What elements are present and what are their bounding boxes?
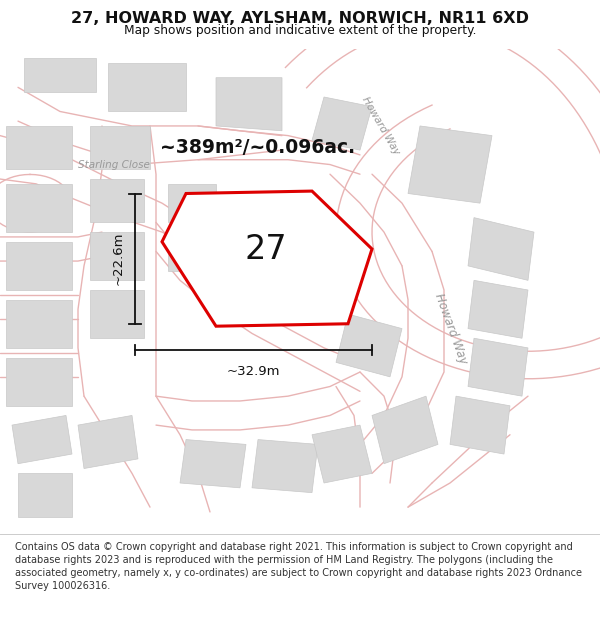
Polygon shape [252,439,318,493]
Polygon shape [168,184,216,222]
Polygon shape [6,126,72,169]
Polygon shape [24,58,96,92]
Polygon shape [6,242,72,290]
Polygon shape [408,126,492,203]
Polygon shape [12,416,72,464]
Polygon shape [312,97,372,150]
Polygon shape [90,179,144,222]
Polygon shape [90,290,144,338]
Text: 27: 27 [245,233,287,266]
Polygon shape [6,184,72,232]
Text: Howard Way: Howard Way [432,291,470,366]
Polygon shape [108,63,186,111]
Polygon shape [6,299,72,348]
Polygon shape [18,473,72,517]
Polygon shape [468,217,534,281]
Polygon shape [90,126,150,169]
Text: Contains OS data © Crown copyright and database right 2021. This information is : Contains OS data © Crown copyright and d… [15,541,582,591]
Polygon shape [372,396,438,464]
Polygon shape [312,425,372,483]
Polygon shape [468,338,528,396]
Polygon shape [78,416,138,469]
Text: ~389m²/~0.096ac.: ~389m²/~0.096ac. [160,138,356,157]
Polygon shape [450,396,510,454]
Polygon shape [6,357,72,406]
Polygon shape [90,232,144,281]
Polygon shape [180,439,246,488]
Polygon shape [168,232,216,271]
Text: ~32.9m: ~32.9m [227,365,280,378]
Polygon shape [336,314,402,377]
Text: 27, HOWARD WAY, AYLSHAM, NORWICH, NR11 6XD: 27, HOWARD WAY, AYLSHAM, NORWICH, NR11 6… [71,11,529,26]
Text: ~22.6m: ~22.6m [111,232,124,286]
Polygon shape [468,281,528,338]
Polygon shape [228,228,300,290]
Polygon shape [216,78,282,131]
Text: Map shows position and indicative extent of the property.: Map shows position and indicative extent… [124,24,476,37]
Text: Starling Close: Starling Close [78,159,150,169]
Text: Howard Way: Howard Way [360,95,401,157]
Polygon shape [162,191,372,326]
